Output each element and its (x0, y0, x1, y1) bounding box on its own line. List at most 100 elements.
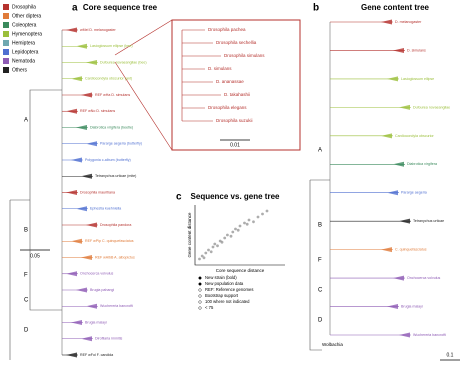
legend-label: Others (12, 67, 28, 73)
taxon-label: Drosophila mauritiana (80, 190, 115, 194)
taxon-label: Drosophila pandora (100, 223, 131, 227)
scale-label: 0.1 (447, 352, 454, 358)
clade-label: B (24, 228, 28, 234)
legend-marker (198, 288, 202, 292)
panel-title: Sequence vs. gene tree (191, 192, 280, 201)
taxon-label: Cardiocondyla obscurior (ant) (85, 77, 132, 81)
collapsed-clade (393, 47, 404, 53)
point (204, 251, 208, 255)
taxon-label: REF wNo D. simulans (80, 109, 115, 113)
collapsed-clade (387, 76, 398, 82)
collapsed-clade (66, 352, 77, 358)
point (231, 230, 235, 234)
legend-label: REF: Reference genomes (205, 287, 253, 292)
collapsed-clade (381, 19, 392, 25)
legend-swatch (3, 58, 9, 64)
point (234, 227, 237, 231)
taxon-label: Drosophila sechellia (216, 40, 257, 45)
legend-label: Drosophila (12, 4, 36, 10)
collapsed-clade (86, 222, 97, 228)
taxon-label: Drosophila simulans (224, 53, 265, 58)
panel-letter: c (176, 192, 182, 203)
collapsed-clade (81, 255, 92, 260)
collapsed-clade (71, 157, 82, 163)
taxon-label: Onchocerca volvulus (407, 276, 441, 280)
collapsed-clade (86, 303, 97, 309)
point (245, 222, 249, 226)
collapsed-clade (86, 141, 97, 147)
collapsed-clade (81, 173, 92, 179)
taxon-label: Lasioglossum ellipse (bee) (90, 44, 133, 48)
taxon-label: D. ananassae (216, 79, 244, 84)
point (202, 256, 206, 260)
taxon-label: REF wPip C. quinquefasciatus (85, 239, 134, 243)
panel-letter: b (313, 3, 319, 14)
taxon-label: Lasioglossum ellipse (401, 77, 434, 81)
legend-label: Nematoda (12, 58, 35, 64)
point (256, 215, 260, 219)
taxon-label: REF wFol F. candida (80, 353, 113, 357)
clade-label: B (318, 223, 322, 229)
point (200, 254, 204, 258)
legend-label: Lepidoptera (12, 49, 39, 55)
point (247, 218, 251, 222)
taxon-label: Tetranychus urticae (413, 219, 444, 223)
collapsed-clade (381, 247, 392, 253)
panel-letter: a (72, 3, 78, 14)
point (216, 244, 219, 248)
panel-title: Gene content tree (361, 3, 430, 12)
taxon-label: Brugia pahangi (90, 288, 114, 292)
clade-label: F (318, 258, 322, 264)
collapsed-clade (66, 190, 77, 195)
taxon-label: REF wAlbB A. albopictus (95, 255, 135, 259)
legend-label: New strain (bold) (205, 275, 237, 280)
legend-label: Bootstrap support (205, 293, 239, 298)
legend-swatch (3, 31, 9, 37)
legend-swatch (3, 13, 9, 19)
clade-label: D (24, 328, 29, 334)
legend-swatch (3, 67, 9, 73)
collapsed-clade (66, 27, 77, 33)
taxon-label: D. simulans (208, 66, 232, 71)
collapsed-clade (393, 275, 404, 281)
legend-label: < 75 (205, 305, 214, 310)
collapsed-clade (71, 238, 82, 244)
collapsed-clade (86, 60, 97, 65)
zoom-connector (114, 61, 173, 151)
legend-swatch (3, 40, 9, 46)
legend-marker (198, 300, 202, 304)
taxon-label: Brugia malayi (85, 320, 107, 324)
point (213, 242, 217, 246)
tree-backbone (309, 179, 330, 351)
clade-label: D (318, 318, 323, 324)
point (243, 221, 246, 225)
clade-label: C (24, 298, 29, 304)
x-axis-label: Core sequence distance (216, 268, 265, 273)
point (229, 234, 233, 238)
taxon-label: Drosophila elegans (208, 105, 247, 110)
taxon-label: Drosophila suzukii (216, 118, 253, 123)
point (236, 228, 240, 232)
collapsed-clade (71, 76, 82, 82)
taxon-label: Diabrotica virgifera (beetle) (90, 125, 133, 129)
legend-label: Coleoptera (12, 22, 37, 28)
collapsed-clade (76, 287, 87, 293)
taxon-label: Pararge aegeria (401, 191, 427, 195)
scale-label: 0.05 (30, 253, 40, 259)
taxon-label: Dufourea novaeangliae (413, 105, 450, 109)
clade-label: C (318, 288, 323, 294)
point (220, 240, 224, 244)
legend-swatch (3, 4, 9, 10)
taxon-label: Onchocerca volvulus (80, 272, 114, 276)
taxon-label: Tetranychus urticae (mite) (95, 174, 136, 178)
point (265, 209, 269, 213)
taxon-label: Drosophila pachea (208, 27, 246, 32)
point (211, 245, 215, 249)
clade-label: A (24, 118, 28, 124)
point (261, 212, 264, 216)
scale-label: 0.01 (230, 142, 240, 148)
collapsed-clade (387, 190, 398, 196)
taxon-label: Polygonia c-album (butterfly) (85, 158, 131, 162)
taxon-label: Pararge aegeria (butterfly) (100, 142, 142, 146)
